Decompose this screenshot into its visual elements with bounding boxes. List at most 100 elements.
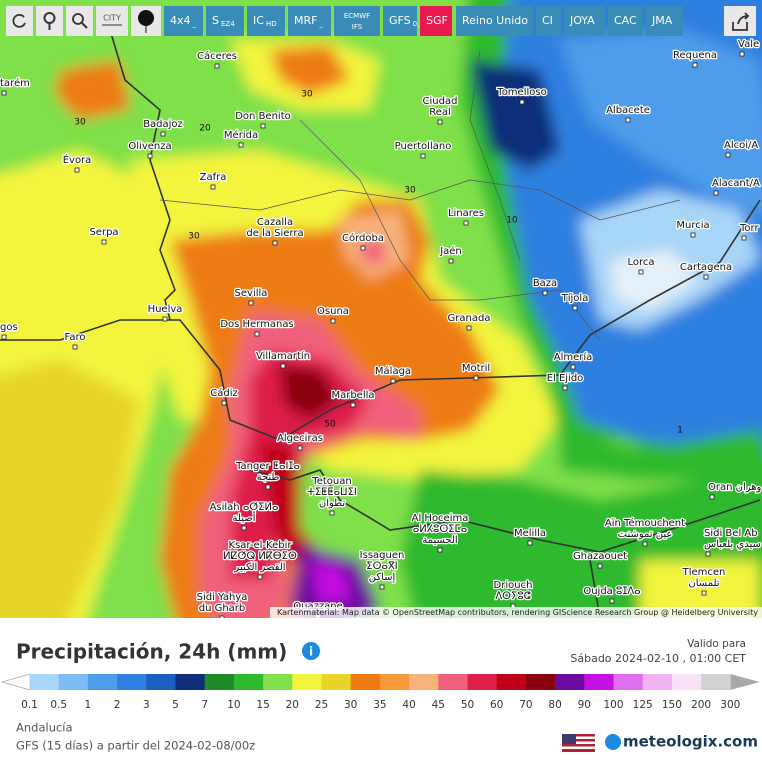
city[interactable]: Granada bbox=[446, 312, 492, 331]
city[interactable]: Cádiz bbox=[209, 386, 239, 406]
valid-label: Valido para bbox=[687, 638, 746, 650]
city[interactable]: Linares bbox=[447, 207, 485, 226]
city[interactable]: Badajoz bbox=[142, 118, 184, 137]
legend-tick-label: 15 bbox=[256, 699, 269, 711]
legend-tick-label: 40 bbox=[402, 699, 415, 711]
city-name: Jaén bbox=[439, 245, 462, 257]
city[interactable]: Ghazaouet bbox=[572, 550, 628, 569]
city[interactable]: Don Benito bbox=[234, 110, 292, 129]
city[interactable]: Tomelloso bbox=[495, 86, 548, 105]
city-name: القصر الكبير bbox=[233, 562, 285, 573]
model-button[interactable]: MRF _ bbox=[288, 6, 331, 36]
model-button[interactable]: JMA bbox=[646, 6, 683, 36]
model-button[interactable]: SGF bbox=[420, 6, 452, 36]
zoom-button[interactable] bbox=[66, 6, 93, 36]
toolbar: CITY 4x4_SEZ4ICHDMRF_ECMWFIFSGFS0,125SGF… bbox=[6, 6, 756, 36]
location-button[interactable] bbox=[36, 6, 63, 36]
city-name: Oujda ⵓⵊⴷⴰ bbox=[583, 586, 640, 597]
city[interactable]: Requena bbox=[672, 49, 718, 68]
city[interactable]: Évora bbox=[61, 152, 93, 173]
city[interactable]: Cáceres bbox=[196, 49, 238, 69]
city[interactable]: Vale bbox=[737, 38, 760, 57]
city[interactable]: Alacant/A bbox=[711, 177, 761, 196]
marker-button[interactable] bbox=[131, 6, 161, 36]
model-button[interactable]: JOYA bbox=[564, 6, 605, 36]
model-button[interactable]: ECMWF IFS bbox=[334, 6, 380, 36]
button-label: CAC bbox=[614, 14, 637, 27]
model-button[interactable]: IC HD bbox=[247, 6, 285, 36]
city[interactable]: gos bbox=[0, 321, 19, 340]
city[interactable]: Serpa bbox=[88, 226, 120, 245]
legend-swatch bbox=[467, 674, 498, 690]
city-name: Alcoi/A bbox=[724, 140, 758, 151]
city[interactable]: Málaga bbox=[374, 364, 412, 384]
city[interactable]: Mérida bbox=[223, 128, 259, 148]
city[interactable]: Faro bbox=[63, 331, 87, 350]
city[interactable]: El Ejido bbox=[545, 372, 585, 391]
city[interactable]: Almería bbox=[552, 350, 594, 370]
city[interactable]: Oran وهران bbox=[707, 481, 762, 500]
model-button[interactable]: Reino Unido bbox=[456, 6, 533, 36]
city[interactable]: Tíjola bbox=[559, 291, 590, 311]
city[interactable]: Alcoi/A bbox=[723, 139, 760, 158]
city[interactable]: tarém bbox=[0, 76, 31, 96]
city[interactable]: Lorca bbox=[626, 256, 656, 275]
city[interactable]: Córdoba bbox=[341, 231, 385, 251]
city[interactable]: Villamartín bbox=[255, 349, 311, 369]
model-button[interactable]: CAC bbox=[608, 6, 643, 36]
city-dot bbox=[625, 117, 631, 123]
city[interactable]: Algeciras bbox=[276, 432, 324, 451]
contour-label: 30 bbox=[188, 232, 200, 242]
city[interactable]: Dos Hermanas bbox=[219, 318, 295, 337]
city[interactable]: Puertollano bbox=[393, 140, 453, 159]
city-button[interactable]: CITY bbox=[96, 6, 128, 36]
city-dot bbox=[562, 385, 568, 391]
city[interactable]: Olivenza bbox=[127, 140, 173, 159]
borders bbox=[0, 29, 761, 618]
city[interactable]: Sevilla bbox=[233, 287, 269, 306]
city-dot bbox=[254, 331, 260, 337]
model-button[interactable]: CI bbox=[536, 6, 561, 36]
city-dot bbox=[210, 184, 216, 190]
city[interactable]: Baza bbox=[532, 277, 558, 296]
button-bg bbox=[164, 6, 203, 36]
city[interactable]: Huelva bbox=[146, 303, 184, 322]
city[interactable]: Melilla bbox=[513, 527, 547, 546]
city[interactable]: Motril bbox=[461, 362, 491, 381]
city[interactable]: Murcia bbox=[675, 219, 711, 238]
model-button[interactable]: S EZ4 bbox=[206, 6, 244, 36]
contour-label: 1 bbox=[677, 426, 683, 436]
city[interactable]: Zafra bbox=[198, 171, 228, 190]
city-dot bbox=[739, 51, 745, 57]
info-icon[interactable]: i bbox=[302, 642, 320, 660]
model-button[interactable]: 4x4 _ bbox=[164, 6, 203, 36]
city[interactable]: Marbella bbox=[330, 389, 376, 408]
legend-swatch bbox=[525, 674, 556, 690]
city[interactable]: Albacete bbox=[605, 104, 651, 123]
city[interactable]: Oujda ⵓⵊⴷⴰ bbox=[582, 585, 642, 604]
city-dot bbox=[437, 119, 443, 125]
city[interactable]: Torr bbox=[738, 222, 761, 241]
language-flag[interactable] bbox=[562, 734, 595, 752]
logo[interactable]: meteologix.com bbox=[605, 733, 758, 751]
legend-tick-label: 0.1 bbox=[21, 699, 38, 711]
refresh-button[interactable] bbox=[6, 6, 33, 36]
city[interactable]: Cartagena bbox=[679, 261, 733, 280]
city[interactable]: Jaén bbox=[438, 244, 463, 264]
share-button[interactable] bbox=[724, 6, 756, 36]
city[interactable]: Osuna bbox=[316, 305, 350, 324]
map[interactable]: tarém Cáceres Requena Vale Tomelloso CiudadRe… bbox=[0, 0, 762, 640]
